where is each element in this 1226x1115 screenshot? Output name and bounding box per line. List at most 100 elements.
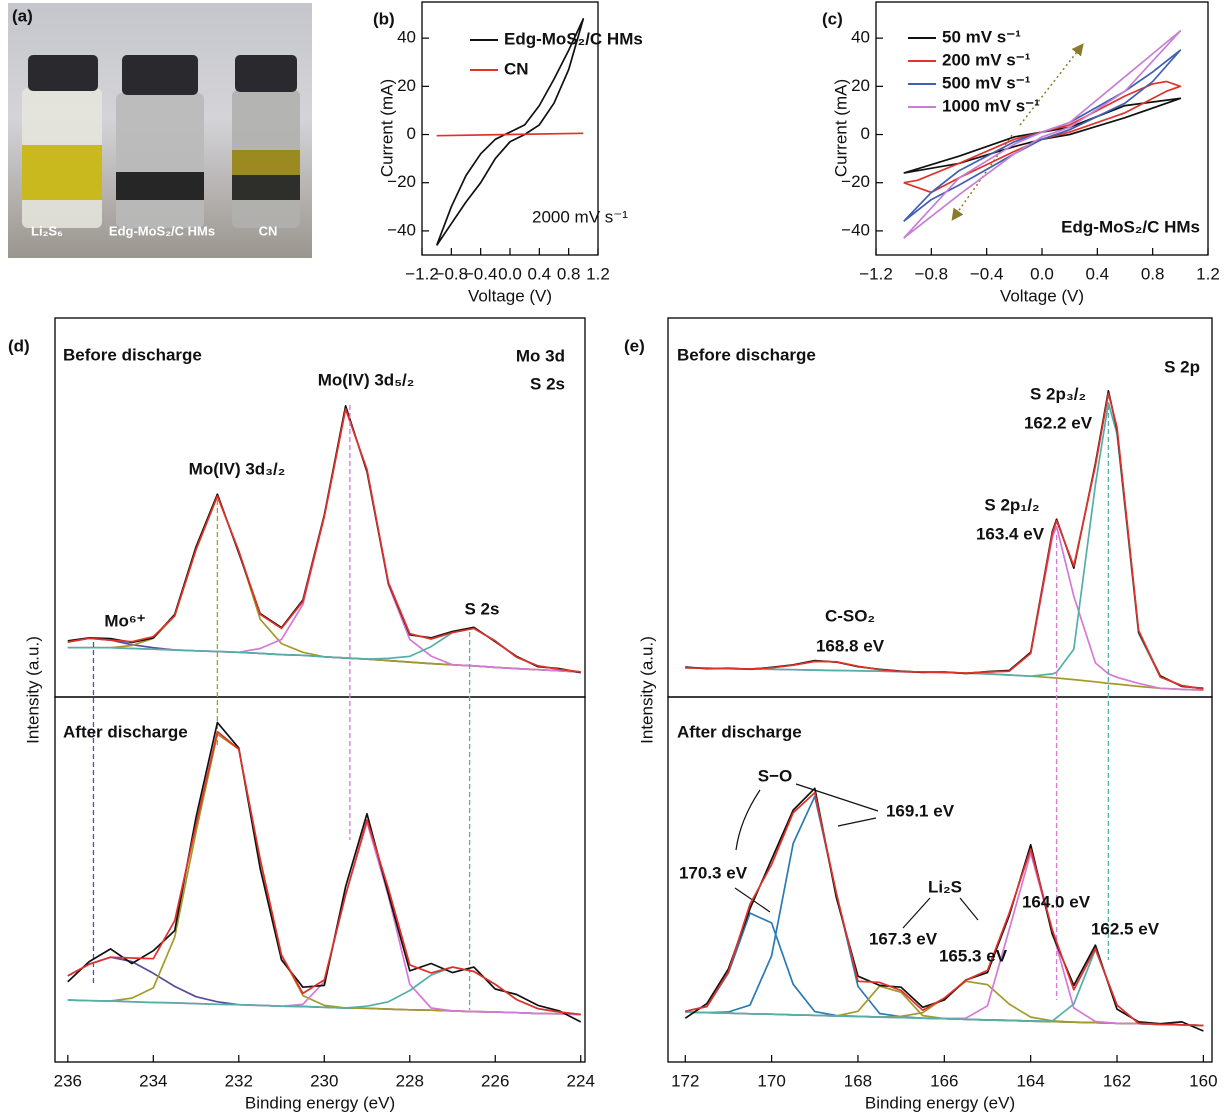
x-tick-label: −1.2 <box>405 264 439 283</box>
vial-liquid <box>22 145 102 200</box>
annotation: 167.3 eV <box>869 929 938 948</box>
data-line <box>67 733 581 1016</box>
annotation: Mo 3d <box>516 346 565 365</box>
annotation: 164.0 eV <box>1022 892 1091 911</box>
y-tick-label: 40 <box>397 28 416 47</box>
data-line <box>67 637 581 673</box>
x-tick-label: 226 <box>481 1071 509 1090</box>
legend-label: CN <box>504 59 529 78</box>
annotation: Before discharge <box>677 345 816 364</box>
data-line <box>436 132 584 137</box>
panel-label: (b) <box>373 9 395 28</box>
annotation: S 2p₃/₂ <box>1030 384 1086 403</box>
vial-cap <box>122 55 198 95</box>
annotation: Mo(IV) 3d₃/₂ <box>189 459 286 478</box>
x-tick-label: 236 <box>54 1071 82 1090</box>
data-line <box>903 97 1182 174</box>
annotation: Mo⁶⁺ <box>104 611 145 630</box>
vial-cap <box>28 55 98 91</box>
data-line <box>685 985 1204 1027</box>
x-tick-label: 0.0 <box>498 264 522 283</box>
data-line <box>67 721 582 1023</box>
annotation: 162.2 eV <box>1024 413 1093 432</box>
annotation: 169.1 eV <box>886 801 955 820</box>
data-line <box>435 18 585 246</box>
x-tick-label: 170 <box>757 1071 785 1090</box>
data-line <box>685 525 1204 692</box>
y-tick-label: 20 <box>397 76 416 95</box>
data-line <box>67 730 581 1016</box>
panel-label: (d) <box>8 336 30 355</box>
leader-line <box>959 897 979 921</box>
x-tick-label: 160 <box>1189 1071 1217 1090</box>
annotation: 170.3 eV <box>679 863 748 882</box>
annotation: Edg-MoS₂/C HMs <box>1061 217 1200 236</box>
x-tick-label: 0.4 <box>528 264 552 283</box>
photo-panel: (a) Li₂S₆ Edg-MoS₂/C HMs CN <box>8 3 312 258</box>
data-line <box>685 795 1204 1027</box>
x-tick-label: 162 <box>1103 1071 1131 1090</box>
y-tick-label: 40 <box>851 28 870 47</box>
legend-label: 1000 mV s⁻¹ <box>942 96 1040 115</box>
plot-frame <box>54 696 586 1063</box>
annotation: C-SO₂ <box>825 606 875 625</box>
x-axis-label: Voltage (V) <box>1000 286 1084 305</box>
legend-label: 50 mV s⁻¹ <box>942 27 1021 46</box>
y-axis-label: Intensity (a.u.) <box>637 636 656 744</box>
data-line <box>67 495 581 673</box>
leader-line <box>902 897 931 929</box>
data-line <box>67 408 581 673</box>
x-tick-label: −0.8 <box>915 264 949 283</box>
x-tick-label: 164 <box>1016 1071 1044 1090</box>
annotation: Li₂S <box>928 877 962 896</box>
annotation: S 2s <box>530 374 565 393</box>
annotation: S 2s <box>465 599 500 618</box>
x-tick-label: 1.2 <box>1196 264 1220 283</box>
data-line <box>685 392 1204 690</box>
x-axis-label: Voltage (V) <box>468 286 552 305</box>
vial <box>116 93 204 228</box>
annotation: Before discharge <box>63 345 202 364</box>
plot-frame <box>667 317 1213 698</box>
vial-liquid <box>232 175 300 200</box>
y-tick-label: 0 <box>407 124 416 143</box>
x-tick-label: 1.2 <box>586 264 610 283</box>
annotation: 168.8 eV <box>816 636 885 655</box>
photo-caption: Edg-MoS₂/C HMs <box>109 223 215 238</box>
vial-liquid <box>232 150 300 175</box>
data-line <box>685 660 1204 692</box>
data-line <box>685 389 1204 690</box>
annotation: 163.4 eV <box>976 524 1045 543</box>
panel-label: (e) <box>624 336 645 355</box>
x-axis-label: Binding energy (eV) <box>865 1093 1015 1112</box>
plot-frame <box>667 696 1213 1063</box>
vial-liquid <box>116 172 204 200</box>
x-tick-label: 168 <box>844 1071 872 1090</box>
data-line <box>903 30 1182 239</box>
x-tick-label: 0.8 <box>557 264 581 283</box>
x-tick-label: 230 <box>310 1071 338 1090</box>
x-tick-label: 0.4 <box>1086 264 1110 283</box>
x-tick-label: −0.8 <box>435 264 469 283</box>
leader-line <box>795 783 879 812</box>
x-tick-label: 234 <box>139 1071 167 1090</box>
annotation: Mo(IV) 3d₅/₂ <box>318 370 415 389</box>
x-tick-label: 172 <box>671 1071 699 1090</box>
x-tick-label: 166 <box>930 1071 958 1090</box>
arrow <box>1019 43 1084 126</box>
photo-caption: CN <box>259 223 278 238</box>
annotation: 2000 mV s⁻¹ <box>532 207 628 226</box>
legend-label: 200 mV s⁻¹ <box>942 50 1031 69</box>
data-line <box>903 49 1182 222</box>
x-tick-label: 228 <box>396 1071 424 1090</box>
x-tick-label: −0.4 <box>464 264 498 283</box>
y-tick-label: −40 <box>841 220 870 239</box>
leader-line <box>735 789 761 851</box>
annotation: S 2p₁/₂ <box>984 495 1039 514</box>
y-axis-label: Current (mA) <box>377 79 396 177</box>
annotation: S 2p <box>1164 357 1200 376</box>
annotation: 162.5 eV <box>1091 919 1160 938</box>
x-tick-label: 0.8 <box>1141 264 1165 283</box>
x-tick-label: 0.0 <box>1030 264 1054 283</box>
